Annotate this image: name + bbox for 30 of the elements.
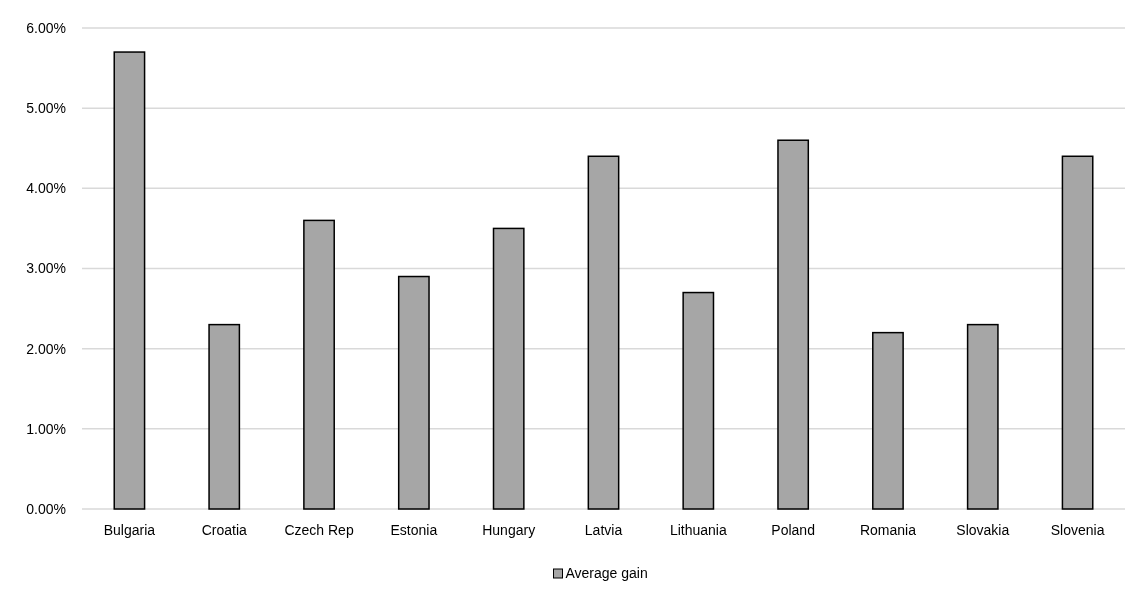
y-tick-label: 6.00% bbox=[26, 19, 66, 36]
bar bbox=[303, 219, 335, 510]
x-tick-label: Latvia bbox=[584, 522, 623, 538]
x-tick-label: Slovakia bbox=[956, 522, 1010, 538]
y-tick-label: 1.00% bbox=[26, 420, 66, 437]
y-tick-label: 5.00% bbox=[26, 100, 66, 117]
bar bbox=[208, 323, 241, 510]
x-tick-label: Slovenia bbox=[1050, 522, 1105, 538]
bar bbox=[492, 227, 525, 510]
legend-label: Average gain bbox=[565, 565, 648, 581]
y-tick-label: 3.00% bbox=[26, 260, 66, 277]
x-tick-label: Romania bbox=[859, 522, 917, 538]
y-tick-label: 0.00% bbox=[26, 500, 66, 517]
x-tick-label: Hungary bbox=[482, 522, 536, 538]
bar bbox=[682, 291, 715, 510]
bar bbox=[113, 51, 146, 510]
x-tick-label: Estonia bbox=[390, 522, 438, 538]
x-tick-label: Czech Rep bbox=[284, 522, 354, 538]
bar bbox=[587, 155, 620, 510]
x-tick-label: Croatia bbox=[201, 522, 247, 538]
bar bbox=[966, 323, 999, 510]
x-tick-label: Lithuania bbox=[669, 522, 727, 538]
y-tick-label: 2.00% bbox=[26, 340, 66, 357]
x-tick-label: Poland bbox=[771, 522, 815, 538]
x-tick-label: Bulgaria bbox=[103, 522, 156, 538]
bar bbox=[872, 331, 904, 510]
bar bbox=[1061, 155, 1094, 510]
bar bbox=[397, 275, 430, 510]
bar bbox=[777, 139, 810, 510]
y-tick-label: 4.00% bbox=[26, 180, 66, 197]
